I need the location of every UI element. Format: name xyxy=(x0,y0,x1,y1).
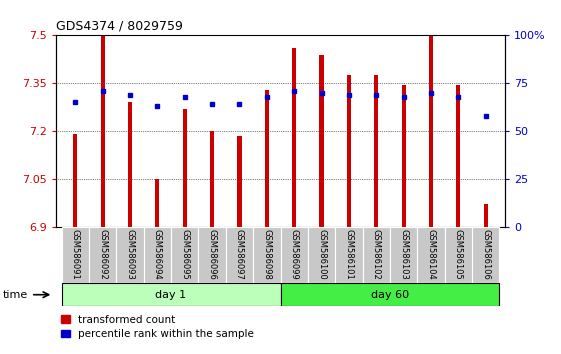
Text: GSM586099: GSM586099 xyxy=(289,229,298,280)
Text: GSM586095: GSM586095 xyxy=(180,229,189,280)
Bar xyxy=(183,109,187,227)
Text: GSM586094: GSM586094 xyxy=(153,229,162,280)
Text: GSM586098: GSM586098 xyxy=(263,229,272,280)
Text: day 60: day 60 xyxy=(371,290,409,300)
Bar xyxy=(456,85,461,227)
Text: day 1: day 1 xyxy=(155,290,187,300)
Bar xyxy=(417,227,445,283)
Bar xyxy=(226,227,253,283)
Text: GSM586102: GSM586102 xyxy=(372,229,381,280)
Bar xyxy=(155,179,159,227)
Text: GSM586097: GSM586097 xyxy=(235,229,244,280)
Text: GSM586101: GSM586101 xyxy=(344,229,353,280)
Bar xyxy=(199,227,226,283)
Bar xyxy=(280,283,499,306)
Text: GSM586105: GSM586105 xyxy=(454,229,463,280)
Bar xyxy=(308,227,335,283)
Bar xyxy=(390,227,417,283)
Bar xyxy=(171,227,199,283)
Bar xyxy=(128,102,132,227)
Bar xyxy=(280,227,308,283)
Text: GSM586100: GSM586100 xyxy=(317,229,326,280)
Text: GSM586096: GSM586096 xyxy=(208,229,217,280)
Bar xyxy=(484,204,488,227)
Bar xyxy=(429,35,433,227)
Bar xyxy=(89,227,116,283)
Text: GSM586091: GSM586091 xyxy=(71,229,80,280)
Text: GSM586092: GSM586092 xyxy=(98,229,107,280)
Bar xyxy=(237,136,241,227)
Bar xyxy=(144,227,171,283)
Bar xyxy=(374,75,378,227)
Bar xyxy=(292,48,296,227)
Bar xyxy=(362,227,390,283)
Text: GSM586093: GSM586093 xyxy=(126,229,135,280)
Text: GSM586103: GSM586103 xyxy=(399,229,408,280)
Bar xyxy=(116,227,144,283)
Bar xyxy=(100,35,105,227)
Text: time: time xyxy=(3,290,28,300)
Bar xyxy=(62,227,89,283)
Bar xyxy=(62,283,280,306)
Text: GSM586106: GSM586106 xyxy=(481,229,490,280)
Bar xyxy=(472,227,499,283)
Bar xyxy=(253,227,280,283)
Bar xyxy=(335,227,362,283)
Bar xyxy=(73,134,77,227)
Text: GDS4374 / 8029759: GDS4374 / 8029759 xyxy=(56,20,183,33)
Bar xyxy=(265,90,269,227)
Text: GSM586104: GSM586104 xyxy=(426,229,435,280)
Bar xyxy=(402,85,406,227)
Bar xyxy=(445,227,472,283)
Bar xyxy=(347,75,351,227)
Legend: transformed count, percentile rank within the sample: transformed count, percentile rank withi… xyxy=(61,315,254,339)
Bar xyxy=(210,131,214,227)
Bar xyxy=(320,55,324,227)
